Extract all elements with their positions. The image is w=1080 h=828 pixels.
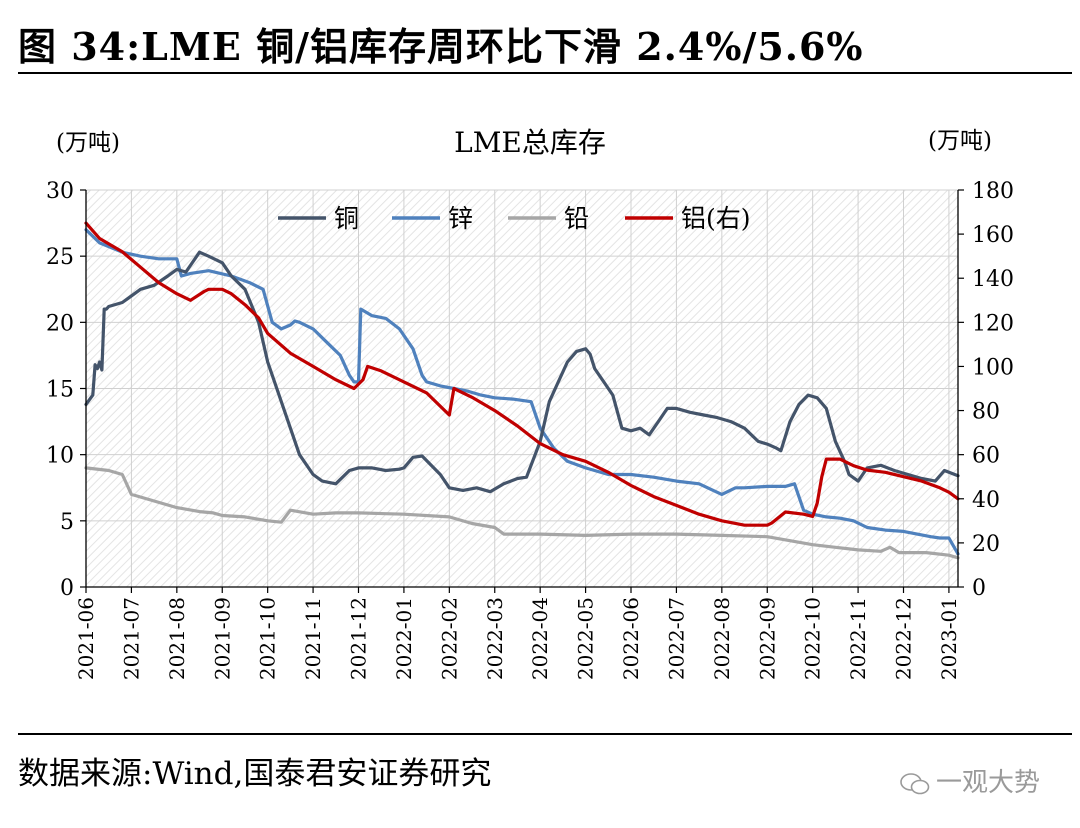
x-tick-label: 2022-07: [664, 597, 688, 680]
x-tick-label: 2022-12: [892, 597, 916, 680]
gridlines: [86, 189, 958, 587]
figure-title: 图 34:LME 铜/铝库存周环比下滑 2.4%/5.6%: [18, 24, 864, 69]
x-tick-label: 2022-06: [619, 597, 643, 680]
x-tick-label: 2021-11: [301, 597, 325, 680]
legend-label-zinc: 锌: [448, 204, 473, 233]
x-tick-label: 2022-11: [846, 597, 870, 680]
series-line-aluminum: [84, 221, 960, 527]
x-tick-label: 2021-09: [210, 597, 234, 680]
right-tick-label: 180: [972, 179, 1014, 204]
legend-label-copper: 铜: [334, 204, 359, 233]
right-tick-label: 100: [972, 355, 1014, 380]
wechat-icon: [900, 772, 930, 794]
right-tick-label: 140: [972, 267, 1014, 292]
x-tick-label: 2021-07: [119, 597, 143, 680]
right-tick-label: 80: [972, 400, 1000, 425]
source-rule: [18, 733, 1072, 735]
x-tick-label: 2021-08: [165, 597, 189, 680]
left-tick-label: 10: [46, 444, 74, 469]
chart-title: LME总库存: [454, 126, 606, 159]
right-axis-unit: (万吨): [928, 128, 992, 154]
legend-label-aluminum: 铝(右): [681, 204, 751, 233]
legend: 铜 锌 铅 铝(右): [278, 204, 751, 233]
lme-inventory-chart: LME总库存 (万吨) (万吨) 0 5 10 15 20 25 30 0 20 40 60 80 10…: [46, 126, 1014, 680]
x-tick-label: 2022-09: [755, 597, 779, 680]
left-axis-unit: (万吨): [56, 130, 120, 156]
left-tick-label: 5: [60, 510, 74, 535]
axes: 0 5 10 15 20 25 30 0 20 40 60 80 100 120 140 160 180 2021…: [46, 179, 1014, 680]
x-tick-label: 2021-10: [256, 597, 280, 680]
series-lines: [84, 221, 960, 560]
x-tick-label: 2022-03: [483, 597, 507, 680]
watermark-text: 一观大势: [936, 768, 1041, 798]
x-tick-label: 2022-08: [710, 597, 734, 680]
series-line-zinc: [84, 228, 960, 556]
title-rule: [18, 72, 1072, 74]
x-tick-label: 2021-06: [74, 597, 98, 680]
right-tick-label: 40: [972, 488, 1000, 513]
series-line-copper: [84, 250, 960, 494]
x-tick-label: 2022-10: [801, 597, 825, 680]
right-tick-label: 0: [972, 576, 986, 601]
right-tick-label: 60: [972, 444, 1000, 469]
x-tick-label: 2022-01: [392, 597, 416, 680]
legend-label-lead: 铅: [564, 204, 589, 233]
right-tick-label: 160: [972, 223, 1014, 248]
right-tick-label: 20: [972, 532, 1000, 557]
left-tick-label: 30: [46, 179, 74, 204]
x-tick-label: 2022-04: [528, 597, 552, 680]
data-source: 数据来源:Wind,国泰君安证券研究: [18, 756, 492, 792]
watermark: 一观大势: [900, 762, 1040, 799]
left-tick-label: 0: [60, 576, 74, 601]
left-tick-label: 15: [46, 378, 74, 403]
right-tick-label: 120: [972, 311, 1014, 336]
x-tick-label: 2022-05: [574, 597, 598, 680]
left-tick-label: 25: [46, 245, 74, 270]
series-line-lead: [84, 466, 960, 560]
x-tick-label: 2023-01: [937, 597, 961, 680]
left-tick-label: 20: [46, 311, 74, 336]
x-tick-label: 2021-12: [347, 597, 371, 680]
x-tick-label: 2022-02: [437, 597, 461, 680]
